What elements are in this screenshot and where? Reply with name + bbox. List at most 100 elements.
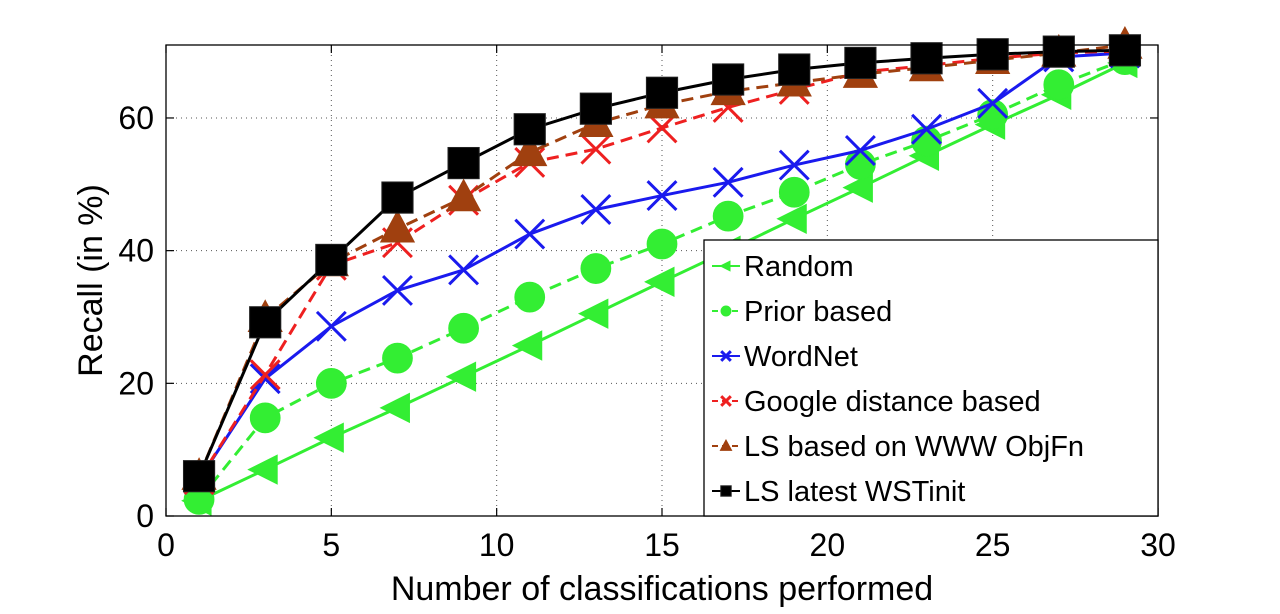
data-point: [1108, 34, 1142, 67]
legend-item: Random: [712, 251, 854, 283]
data-point: [447, 146, 480, 180]
x-tick-label: 30: [1140, 527, 1176, 563]
x-tick-label: 15: [644, 527, 680, 563]
data-point: [776, 203, 807, 235]
legend-marker: [719, 438, 733, 451]
data-point: [646, 180, 678, 212]
data-point: [249, 359, 281, 391]
x-stroke: [580, 133, 612, 165]
x-stroke: [249, 359, 281, 391]
data-point: [778, 149, 810, 181]
data-point: [712, 166, 744, 198]
axis-ticks: 0 5 10 15 20 25 30 0 20 40 60: [118, 45, 1176, 563]
legend-marker: [720, 395, 732, 407]
data-point: [580, 133, 612, 165]
data-point: [645, 76, 679, 109]
series-ls-latest-wstinit: [182, 34, 1142, 493]
data-point: [911, 113, 942, 145]
legend-box: [703, 239, 1159, 517]
legend-item: LS latest WSTinit: [712, 476, 965, 508]
data-point: [182, 460, 216, 493]
data-point: [315, 310, 347, 342]
data-point: [448, 254, 480, 286]
data-point: [313, 422, 344, 453]
x-axis-label: Number of classifications performed: [391, 570, 933, 608]
data-point: [514, 281, 546, 313]
x-stroke: [514, 218, 546, 250]
data-point: [580, 253, 612, 284]
legend-items: Random Prior based WordNet Google distance …: [712, 251, 1084, 508]
x-stroke: [778, 149, 810, 181]
legend-label: Prior based: [744, 296, 892, 328]
data-point: [445, 361, 477, 392]
data-point: [247, 454, 278, 485]
legend-marker: [719, 260, 731, 272]
data-point: [579, 92, 612, 125]
data-point: [580, 194, 612, 225]
data-point: [778, 53, 811, 86]
x-stroke: [382, 274, 413, 306]
data-point: [315, 243, 348, 277]
data-point: [1043, 69, 1075, 101]
series-layer: [181, 25, 1143, 516]
y-tick-label: 20: [118, 365, 154, 401]
x-tick-label: 20: [810, 527, 846, 563]
data-point: [448, 312, 479, 344]
series-prior-based: [183, 44, 1141, 515]
legend: Random Prior based WordNet Google distance …: [703, 239, 1159, 517]
x-tick-label: 10: [479, 527, 515, 563]
x-stroke: [720, 350, 732, 362]
legend-item: Prior based: [712, 296, 892, 328]
data-point: [910, 42, 943, 75]
data-point: [1042, 35, 1075, 68]
x-stroke: [580, 194, 612, 225]
legend-item: WordNet: [712, 341, 858, 373]
data-point: [249, 402, 281, 434]
x-tick-label: 0: [157, 527, 175, 563]
data-point: [778, 176, 810, 208]
y-tick-label: 0: [136, 498, 154, 534]
x-tick-label: 5: [322, 527, 340, 563]
y-tick-label: 60: [118, 100, 154, 136]
data-point: [844, 135, 876, 166]
legend-marker: [720, 350, 732, 362]
data-point: [445, 178, 482, 212]
data-point: [382, 274, 413, 306]
x-stroke: [249, 363, 281, 395]
data-point: [249, 306, 282, 339]
data-point: [712, 63, 745, 96]
legend-label: Random: [744, 251, 854, 283]
data-point: [379, 209, 416, 243]
data-point: [249, 363, 281, 395]
x-stroke: [720, 395, 732, 407]
data-point: [646, 228, 678, 260]
data-point: [382, 342, 413, 374]
x-stroke: [448, 254, 480, 286]
data-point: [315, 367, 347, 399]
x-stroke: [844, 135, 876, 166]
legend-marker: [720, 485, 732, 497]
data-point: [512, 133, 548, 167]
x-stroke: [911, 113, 942, 145]
x-stroke: [646, 180, 678, 212]
legend-item: Google distance based: [712, 386, 1041, 418]
data-point: [976, 38, 1009, 71]
x-stroke: [977, 87, 1009, 119]
data-point: [379, 392, 410, 424]
legend-label: LS based on WWW ObjFn: [744, 431, 1084, 463]
data-point: [911, 125, 942, 157]
data-point: [514, 218, 546, 250]
data-point: [644, 266, 675, 298]
data-point: [513, 113, 546, 146]
y-tick-label: 40: [118, 233, 154, 269]
x-stroke: [712, 166, 744, 198]
legend-label: WordNet: [744, 341, 858, 373]
legend-label: LS latest WSTinit: [744, 476, 965, 508]
y-axis-label: Recall (in %): [72, 184, 110, 377]
legend-marker: [720, 305, 732, 317]
legend-item: LS based on WWW ObjFn: [712, 431, 1084, 463]
data-point: [577, 298, 609, 329]
data-point: [381, 181, 414, 214]
data-point: [842, 172, 873, 203]
